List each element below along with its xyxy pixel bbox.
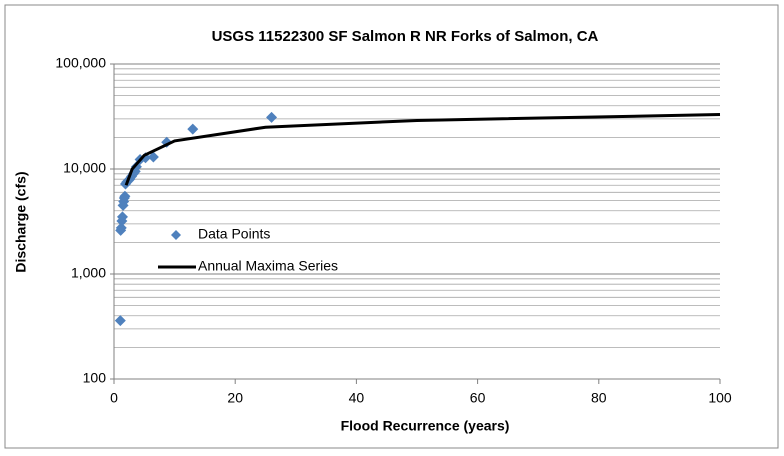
data-point bbox=[266, 111, 278, 123]
data-point bbox=[119, 190, 131, 202]
y-axis-label: Discharge (cfs) bbox=[13, 171, 29, 272]
y-tick-label: 100,000 bbox=[55, 55, 106, 71]
x-tick-label: 80 bbox=[591, 390, 607, 406]
x-tick-label: 0 bbox=[110, 390, 118, 406]
data-point bbox=[187, 123, 199, 135]
legend-label: Annual Maxima Series bbox=[198, 258, 338, 274]
y-tick-label: 1,000 bbox=[71, 265, 106, 281]
x-tick-label: 100 bbox=[708, 390, 732, 406]
y-tick-label: 10,000 bbox=[63, 160, 106, 176]
data-point bbox=[114, 315, 126, 327]
series-line bbox=[124, 113, 721, 186]
legend-label: Data Points bbox=[198, 226, 270, 242]
data-point bbox=[147, 151, 159, 163]
x-tick-label: 60 bbox=[470, 390, 486, 406]
y-tick-label: 100 bbox=[83, 370, 107, 386]
x-axis-label: Flood Recurrence (years) bbox=[341, 418, 510, 434]
data-point bbox=[116, 211, 128, 223]
chart-frame bbox=[4, 4, 779, 449]
data-point bbox=[115, 222, 127, 234]
x-tick-label: 20 bbox=[227, 390, 243, 406]
chart-title: USGS 11522300 SF Salmon R NR Forks of Sa… bbox=[212, 28, 599, 45]
legend-marker bbox=[171, 230, 181, 240]
x-tick-label: 40 bbox=[349, 390, 365, 406]
